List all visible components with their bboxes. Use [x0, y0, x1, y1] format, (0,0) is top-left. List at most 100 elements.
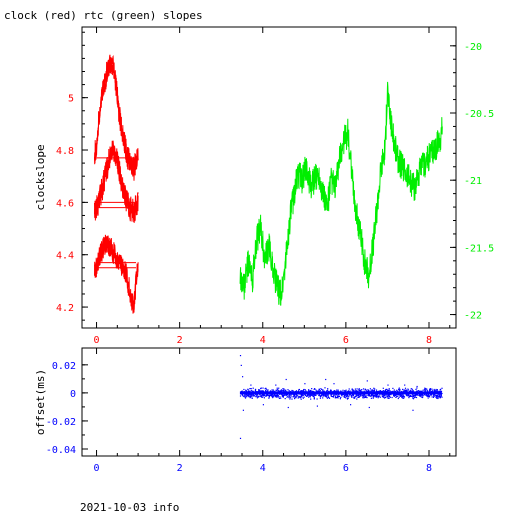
offset-point — [276, 396, 278, 398]
offset-point — [258, 395, 260, 397]
offset-point — [439, 394, 441, 396]
offset-point — [305, 394, 307, 397]
offset-point — [360, 393, 362, 395]
offset-point — [243, 395, 245, 398]
offset-point — [287, 395, 289, 397]
offset-point — [302, 397, 304, 399]
offset-point — [239, 395, 242, 397]
offset-point — [252, 394, 254, 396]
offset-point — [293, 396, 295, 398]
offset-point — [283, 394, 285, 396]
upper-right-y-tick-label: -22 — [464, 311, 482, 322]
offset-point — [286, 396, 288, 398]
offset-point — [389, 393, 391, 395]
upper-right-y-tick-label: -20 — [464, 42, 482, 53]
offset-point — [244, 395, 246, 397]
offset-point — [337, 397, 339, 399]
offset-point — [412, 389, 414, 392]
offset-point — [303, 396, 305, 398]
offset-outlier-point — [416, 385, 418, 388]
offset-point — [314, 388, 316, 390]
offset-point — [354, 388, 356, 390]
offset-point — [361, 395, 363, 397]
offset-point — [414, 395, 416, 397]
offset-point — [294, 398, 296, 400]
offset-point — [352, 395, 354, 397]
offset-point — [250, 394, 252, 396]
offset-point — [410, 395, 413, 397]
offset-point — [251, 389, 253, 392]
offset-point — [347, 397, 349, 399]
offset-outlier-point — [242, 409, 244, 411]
offset-point — [409, 395, 411, 397]
offset-point — [388, 396, 390, 398]
offset-point — [341, 395, 343, 397]
offset-point — [334, 390, 336, 392]
offset-point — [302, 394, 304, 397]
offset-point — [387, 390, 390, 392]
offset-point — [408, 395, 410, 397]
offset-point — [319, 396, 322, 398]
offset-point — [407, 389, 409, 391]
offset-point — [358, 390, 361, 392]
offset-point — [330, 395, 332, 397]
offset-point — [322, 389, 324, 391]
slope-plot: 0 2 4 6 8 4.2 4.4 4.6 4.8 5 -22 -21.5 -21 -20.5 -20 clo… — [34, 26, 494, 346]
offset-point — [244, 396, 246, 398]
offset-point — [371, 394, 373, 397]
offset-point — [318, 394, 320, 396]
offset-point — [372, 395, 374, 398]
offset-point — [424, 389, 426, 392]
offset-point — [301, 396, 303, 398]
offset-point — [398, 389, 400, 391]
offset-point — [355, 394, 357, 396]
offset-point — [421, 394, 423, 396]
offset-point — [316, 390, 318, 392]
offset-point — [364, 394, 366, 396]
offset-point — [379, 394, 381, 396]
offset-point — [318, 389, 320, 391]
offset-point — [251, 395, 253, 397]
offset-point — [336, 390, 338, 392]
offset-point — [326, 397, 328, 399]
offset-point — [329, 390, 331, 392]
offset-point — [333, 395, 335, 397]
offset-point — [313, 398, 315, 400]
offset-point — [430, 394, 432, 396]
offset-point — [300, 390, 302, 392]
offset-point — [327, 389, 329, 391]
offset-point — [361, 389, 363, 391]
offset-point — [304, 389, 306, 391]
offset-point — [317, 390, 319, 392]
offset-point — [367, 390, 369, 392]
offset-point — [248, 396, 250, 398]
offset-point — [263, 397, 265, 399]
offset-point — [308, 396, 310, 398]
offset-point — [253, 395, 255, 397]
offset-point — [282, 388, 284, 390]
lower-y-axis-label: offset(ms) — [34, 369, 47, 435]
offset-point — [385, 396, 387, 399]
offset-point — [278, 387, 280, 389]
offset-point — [412, 395, 414, 398]
offset-point — [373, 395, 375, 397]
offset-point — [401, 396, 403, 399]
offset-point — [321, 394, 323, 396]
offset-point — [345, 394, 347, 396]
offset-point — [299, 397, 301, 399]
offset-point — [385, 388, 387, 391]
offset-point — [412, 394, 414, 396]
offset-point — [285, 389, 287, 391]
offset-point — [441, 387, 443, 389]
offset-outlier-point — [429, 388, 431, 390]
offset-point — [415, 394, 417, 396]
offset-point — [424, 394, 426, 396]
offset-point — [437, 395, 439, 397]
offset-point — [339, 398, 341, 400]
offset-point — [358, 389, 360, 391]
offset-point — [410, 388, 412, 390]
clock-series-line — [94, 234, 139, 313]
offset-point — [252, 390, 254, 392]
offset-point — [348, 396, 350, 398]
offset-point — [386, 395, 388, 397]
